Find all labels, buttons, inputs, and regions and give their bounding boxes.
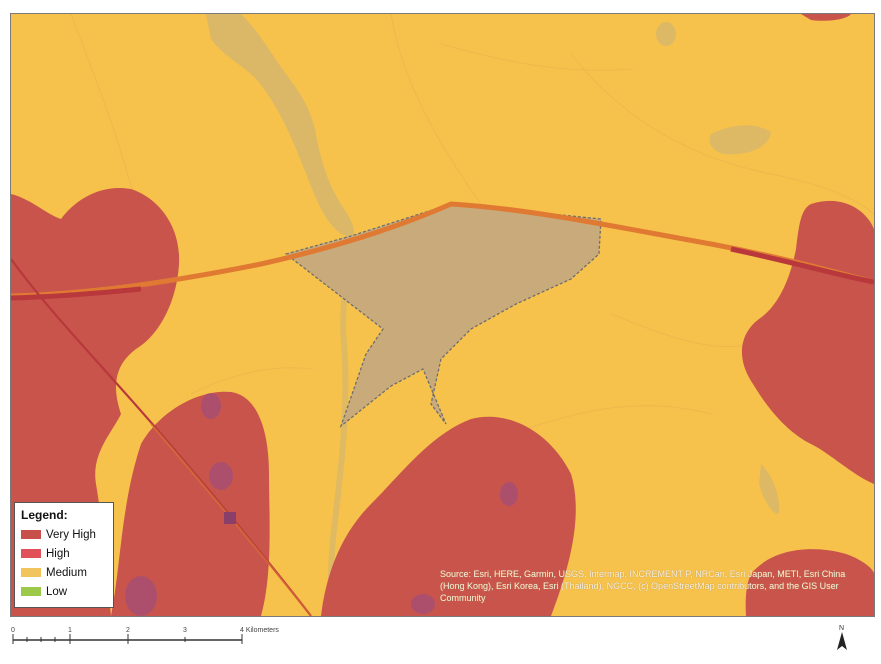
water-patch	[709, 125, 771, 155]
legend-item-very-high: Very High	[21, 525, 107, 544]
scale-tick-label: 2	[126, 627, 130, 634]
north-arrow-icon: N	[837, 625, 847, 650]
legend-item-low: Low	[21, 582, 107, 601]
scale-bar: 0 1 2 3 4 Kilometers	[11, 627, 279, 644]
very-high-zone-top	[801, 14, 851, 21]
north-arrow-shape	[837, 632, 847, 650]
scale-tick-label: 0	[11, 627, 15, 634]
study-site-polygon[interactable]	[284, 203, 602, 428]
scale-tick-label: 1	[68, 627, 72, 634]
legend-swatch	[21, 587, 41, 596]
scale-ticks	[12, 634, 243, 644]
legend-title: Legend:	[21, 508, 68, 522]
major-road-east	[730, 246, 874, 285]
rail-line-segment	[150, 423, 312, 616]
water-patch	[656, 22, 676, 46]
major-road-west	[11, 286, 142, 301]
legend-label: High	[46, 547, 70, 560]
very-high-zone-southwest	[111, 391, 270, 616]
scale-tick-label: 3	[183, 627, 187, 634]
legend-label: Medium	[46, 566, 87, 579]
river	[206, 14, 354, 237]
legend-label: Very High	[46, 528, 96, 541]
minor-roads	[70, 14, 874, 435]
legend-item-medium: Medium	[21, 563, 107, 582]
legend-swatch	[21, 549, 41, 558]
water-patch	[759, 464, 780, 514]
map-layers	[11, 14, 874, 616]
spots	[125, 393, 518, 616]
rail-marker	[224, 512, 236, 524]
very-high-zone-south	[321, 416, 576, 616]
legend-item-high: High	[21, 544, 107, 563]
legend-label: Low	[46, 585, 68, 598]
legend-swatch	[21, 568, 41, 577]
scale-tick-label: 4 Kilometers	[240, 627, 279, 634]
map-canvas[interactable]	[10, 13, 875, 617]
map-legend: Legend: Very High High Medium Low	[14, 502, 114, 608]
very-high-zone-southeast	[745, 549, 874, 616]
map-attribution: Source: Esri, HERE, Garmin, USGS, Interm…	[440, 569, 846, 603]
north-label: N	[839, 625, 844, 632]
legend-swatch	[21, 530, 41, 539]
